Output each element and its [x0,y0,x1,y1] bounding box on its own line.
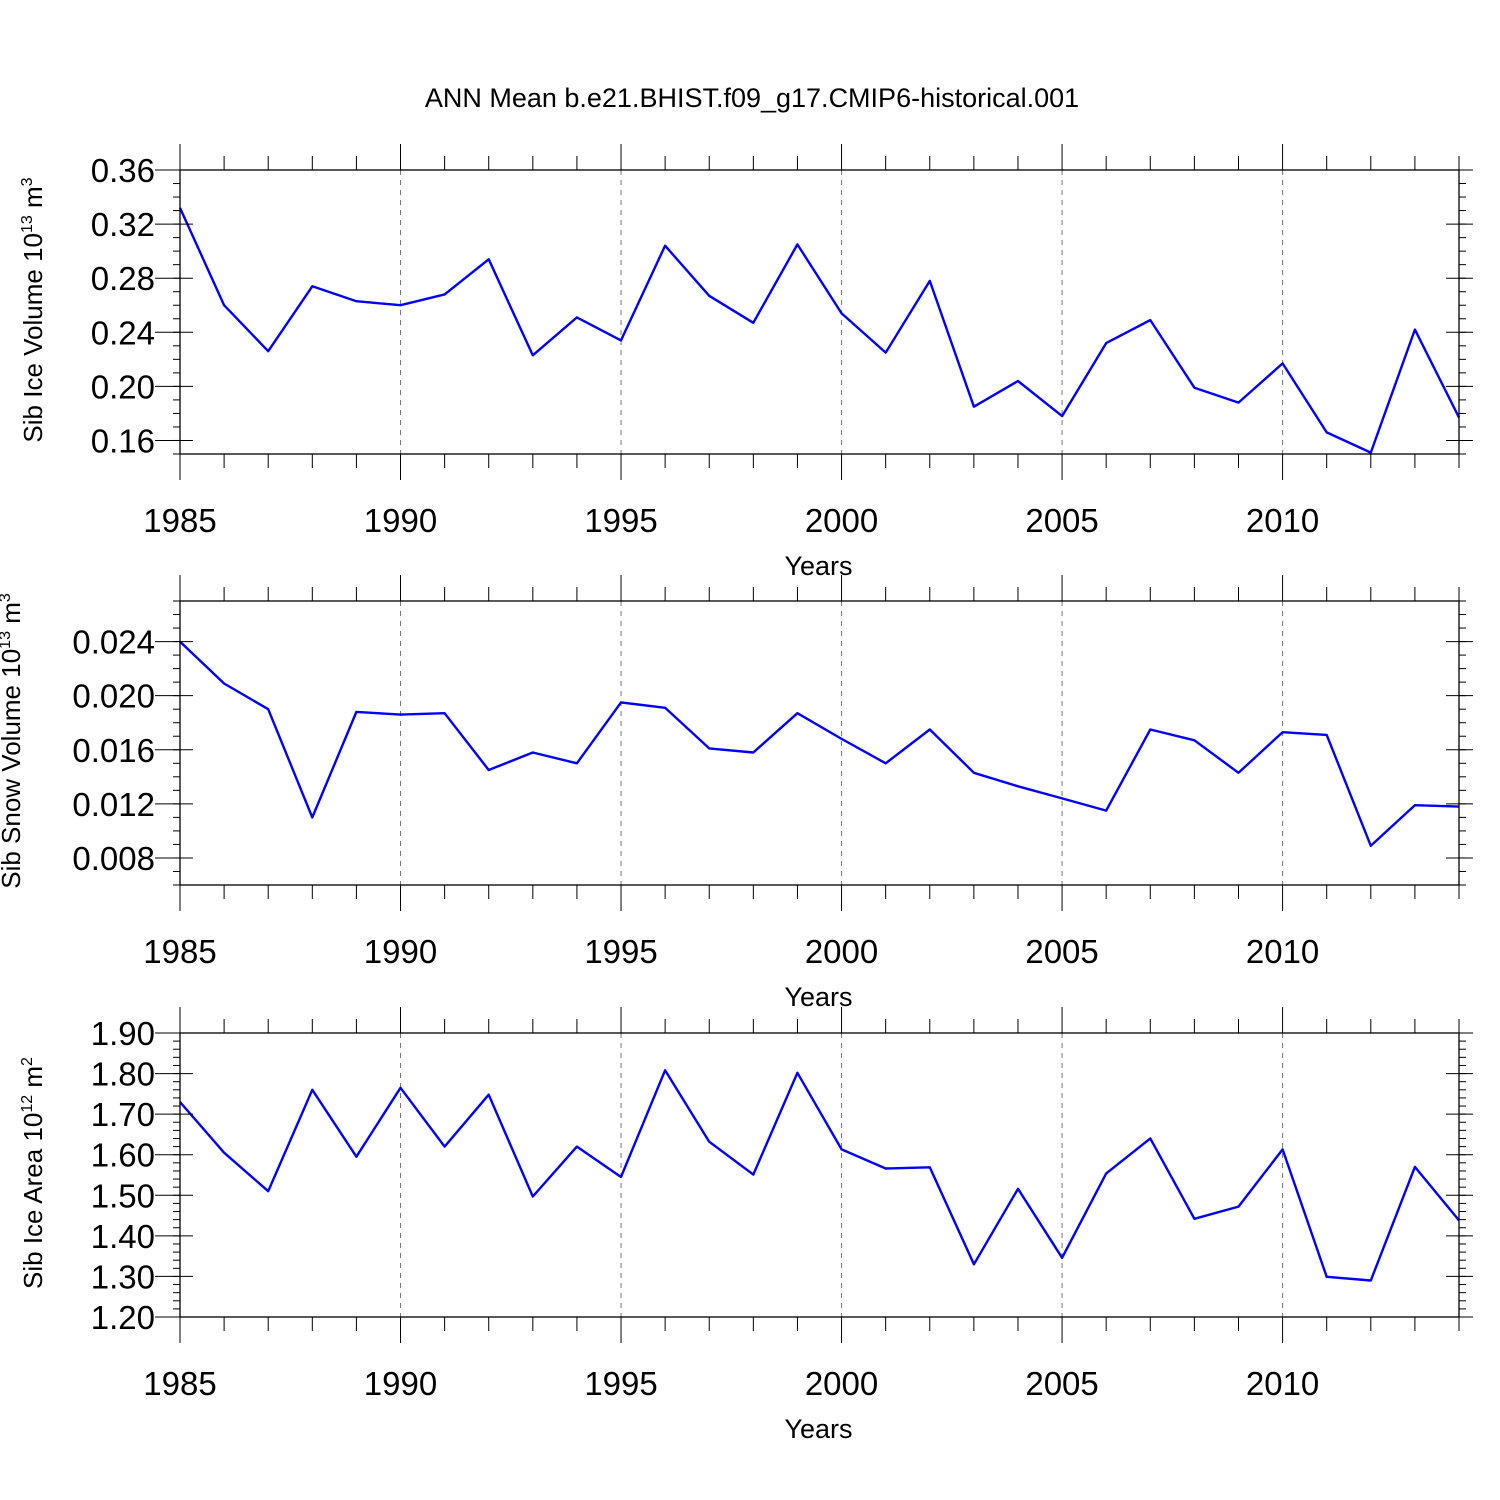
x-tick-label: 1985 [143,933,216,970]
x-tick-label: 2000 [805,933,878,970]
y-tick-label: 1.40 [91,1218,155,1255]
y-tick-label: 0.28 [91,260,155,297]
panel-snow-volume: 1985 1990 1995 2000 2005 2010 0.008 0.012 0.016 0… [0,575,1473,1012]
x-tick-label: 2005 [1025,1365,1098,1402]
x-tick-label: 1995 [584,502,657,539]
x-tick-label: 1990 [364,933,437,970]
y-tick-label: 0.16 [91,422,155,459]
x-axis-title: Years [784,1414,852,1444]
y-tick-label: 1.30 [91,1258,155,1295]
y-tick-label: 0.020 [72,678,155,715]
y-tick-label: 0.024 [72,624,155,661]
y-tick-label: 1.50 [91,1177,155,1214]
y-tick-label: 1.80 [91,1056,155,1093]
x-tick-label: 2000 [805,1365,878,1402]
panel-ice-volume: 1985 1990 1995 2000 2005 2010 0.16 0.20 0.24 0.28… [18,144,1473,581]
x-tick-label: 1990 [364,1365,437,1402]
x-tick-label: 2000 [805,502,878,539]
plot-frame [179,1032,1460,1318]
y-tick-label: 0.32 [91,206,155,243]
y-axis-title: Sib Ice Area 1012 m2 [18,1057,48,1289]
y-axis-title: Sib Snow Volume 1013 m3 [0,593,26,889]
x-tick-label: 1995 [584,933,657,970]
x-tick-label: 1985 [143,1365,216,1402]
y-tick-label: 0.36 [91,152,155,189]
plot-frame [179,169,1460,455]
figure-title: ANN Mean b.e21.BHIST.f09_g17.CMIP6-histo… [425,83,1079,113]
y-tick-label: 0.012 [72,786,155,823]
x-tick-label: 2010 [1246,933,1319,970]
y-tick-label: 0.24 [91,314,155,351]
series-line [179,640,1460,847]
panel-ice-area: 1985 1990 1995 2000 2005 2010 1.20 1.301.40 1.50… [18,1007,1473,1444]
x-axis-title: Years [784,551,852,581]
series-line [178,207,1461,454]
y-tick-label: 0.20 [91,368,155,405]
x-tick-label: 2010 [1246,1365,1319,1402]
x-tick-label: 2010 [1246,502,1319,539]
x-tick-label: 2005 [1025,933,1098,970]
x-axis-title: Years [784,982,852,1012]
y-tick-label: 1.20 [91,1299,155,1336]
plot-frame [179,600,1460,886]
series-line [179,1069,1460,1282]
x-tick-label: 1985 [143,502,216,539]
y-tick-label: 1.70 [91,1096,155,1133]
y-axis-title: Sib Ice Volume 1013 m3 [18,177,48,442]
y-tick-label: 0.016 [72,732,155,769]
x-tick-label: 1995 [584,1365,657,1402]
y-tick-label: 0.008 [72,840,155,877]
x-tick-label: 1990 [364,502,437,539]
y-tick-label: 1.60 [91,1137,155,1174]
x-tick-label: 2005 [1025,502,1098,539]
y-tick-label: 1.90 [91,1015,155,1052]
